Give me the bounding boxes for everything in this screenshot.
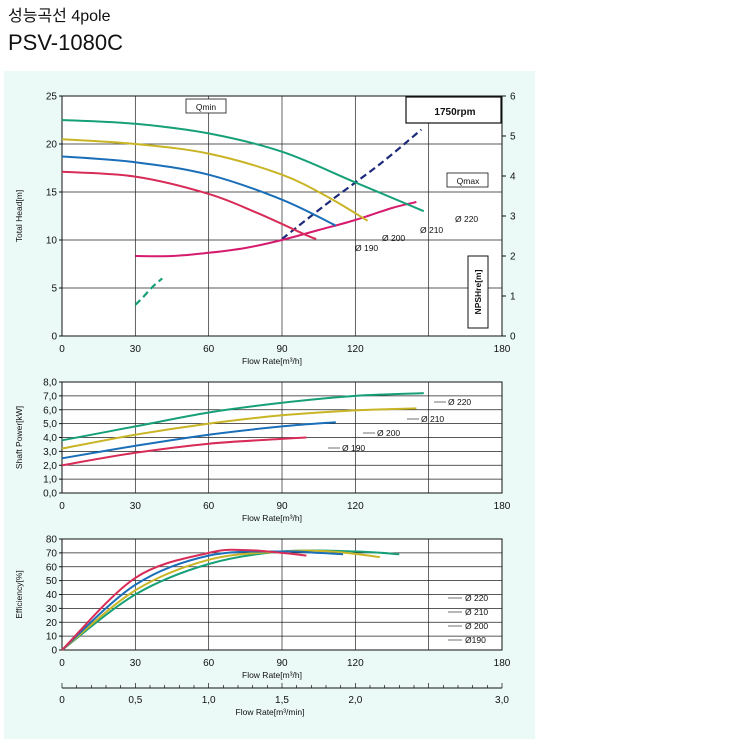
power-curve-label-d210: Ø 210 [421,414,444,424]
head-y2tick-label: 1 [510,292,516,303]
head-curve-label-d200: Ø 200 [382,233,405,243]
eff-xtick-label: 90 [276,658,288,669]
eff-legend-item: Ø 220 [465,593,488,603]
flow-min-axis-label: Flow Rate[m³/min] [236,707,305,717]
head-ytick-label: 0 [51,332,57,343]
eff-ytick-label: 70 [46,548,58,559]
power-ytick-label: 0,0 [43,489,57,500]
eff-x-axis-label: Flow Rate[m³/h] [242,670,302,680]
head-ytick-label: 20 [46,140,58,151]
npshre-label-box [467,255,489,329]
eff-ytick-label: 20 [46,618,58,629]
eff-ytick-label: 60 [46,562,58,573]
power-curve-label-d200: Ø 200 [377,428,400,438]
power-xtick-label: 60 [203,501,215,512]
eff-curve-d210 [61,549,380,651]
page-title-korean: 성능곡선 4pole [8,8,111,25]
power-xtick-label: 120 [347,501,364,512]
head-x-axis-label: Flow Rate[m³/h] [242,356,302,366]
power-ytick-label: 4,0 [43,433,57,444]
eff-xtick-label: 180 [494,658,511,669]
power-xtick-label: 90 [276,501,288,512]
flow-min-tick-label: 0,5 [128,695,142,706]
head-ytick-label: 5 [51,284,57,295]
flow-min-tick-label: 1,0 [202,695,216,706]
eff-xtick-label: 30 [130,658,142,669]
head-xtick-label: 30 [130,344,142,355]
power-curve-label-d220: Ø 220 [448,397,471,407]
head-ytick-label: 10 [46,236,58,247]
head-curve-label-d210: Ø 210 [420,225,443,235]
qmax-label-box [446,172,489,188]
power-xtick-label: 0 [59,501,65,512]
eff-xtick-label: 0 [59,658,65,669]
eff-xtick-label: 120 [347,658,364,669]
head-y2tick-label: 3 [510,212,516,223]
pump-model-title: PSV-1080C [8,30,123,55]
head-ytick-label: 25 [46,92,58,103]
npshre-axis-label: NPSHre[m] [473,269,483,314]
power-ytick-label: 6,0 [43,405,57,416]
head-xtick-label: 90 [276,344,288,355]
power-x-axis-label: Flow Rate[m³/h] [242,513,302,523]
head-curve-d190 [61,170,317,240]
flow-min-tick-label: 3,0 [495,695,509,706]
power-curve-d200 [61,421,336,460]
npshre-curve [135,201,417,258]
eff-ytick-label: 80 [46,535,58,546]
qmin-line [134,277,163,306]
power-xtick-label: 30 [130,501,142,512]
head-curve-d200 [61,155,337,227]
flow-min-tick-label: 0 [59,695,65,706]
head-curve-d210 [61,138,369,222]
head-y2tick-label: 6 [510,92,516,103]
power-ytick-label: 3,0 [43,447,57,458]
head-curve-label-d190: Ø 190 [355,243,378,253]
qmin-label: Qmin [196,102,217,112]
power-curve-d190 [61,436,307,467]
eff-ytick-label: 50 [46,576,58,587]
head-xtick-label: 60 [203,344,215,355]
eff-xtick-label: 60 [203,658,215,669]
flow-min-tick-label: 1,5 [275,695,289,706]
eff-ytick-label: 0 [51,646,57,657]
power-ytick-label: 1,0 [43,475,57,486]
power-ytick-label: 8,0 [43,378,57,389]
power-ytick-label: 5,0 [43,419,57,430]
eff-ytick-label: 40 [46,590,58,601]
power-curve-label-d190: Ø 190 [342,443,365,453]
eff-y-axis-label: Efficiency[%] [14,570,24,619]
head-y2tick-label: 5 [510,132,516,143]
power-curve-d210 [61,407,417,450]
eff-legend-item: Ø 210 [465,607,488,617]
head-y-axis-label: Total Head[m] [14,190,24,242]
head-xtick-label: 180 [494,344,511,355]
eff-legend-item: Ø 200 [465,621,488,631]
power-curve-d220 [61,392,424,442]
head-xtick-label: 0 [59,344,65,355]
eff-curve-d190 [61,548,307,651]
power-xtick-label: 180 [494,501,511,512]
eff-curve-d200 [61,550,344,651]
head-y2tick-label: 0 [510,332,516,343]
head-curve-d220 [61,119,425,213]
head-ytick-label: 15 [46,188,58,199]
qmin-label-box [185,98,227,114]
head-y2tick-label: 2 [510,252,516,263]
eff-curve-d220 [61,549,400,651]
speed-label: 1750rpm [434,107,475,118]
head-xtick-label: 120 [347,344,364,355]
power-ytick-label: 2,0 [43,461,57,472]
flow-min-tick-label: 2,0 [348,695,362,706]
eff-legend-item: Ø190 [465,635,486,645]
head-curve-label-d220: Ø 220 [455,214,478,224]
eff-ytick-label: 30 [46,604,58,615]
eff-ytick-label: 10 [46,632,58,643]
speed-label-box [405,96,502,124]
head-y2tick-label: 4 [510,172,516,183]
qmax-label: Qmax [457,176,480,186]
power-y-axis-label: Shaft Power[kW] [14,406,24,469]
power-ytick-label: 7,0 [43,391,57,402]
